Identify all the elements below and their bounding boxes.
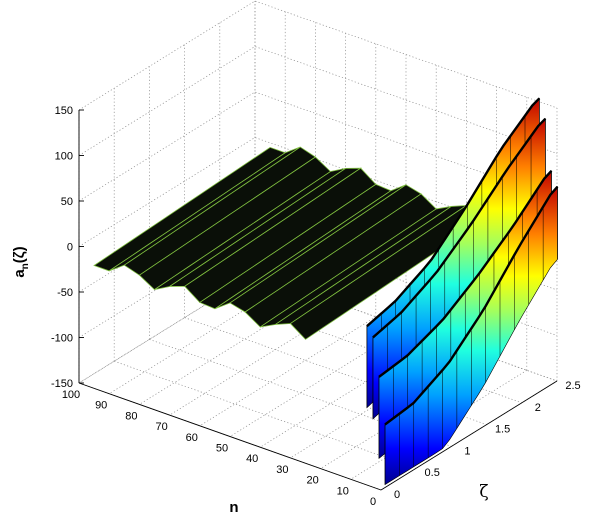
grid-line-z: [78, 91, 558, 202]
grid-line-zeta-floor: [114, 360, 417, 469]
surface-edge-curve: [384, 185, 559, 426]
z-tick-label: 50: [61, 196, 73, 208]
n-tick-label: 0: [370, 496, 376, 508]
n-tick-label: 40: [246, 453, 258, 465]
z-tick-labels: 150 100 50 0 -50 -100 -150: [51, 105, 73, 390]
grid-line-z: [78, 0, 558, 111]
surface-edge-curve: [372, 117, 547, 339]
n-tick-label: 90: [95, 400, 107, 412]
z-tick-label: 100: [55, 151, 73, 163]
n-tick-label: 100: [62, 389, 80, 401]
grid-line-n-floor: [199, 316, 376, 427]
n-tick-label: 50: [216, 443, 228, 455]
z-tick-label: 0: [67, 242, 73, 254]
n-tick-label: 20: [306, 475, 318, 487]
surface-edge-curve: [378, 170, 553, 378]
grid-line-zeta-floor: [184, 317, 487, 425]
zeta-tick-label: 2.5: [565, 380, 580, 392]
z-axis-label: an(ζ): [11, 246, 31, 277]
n-tick-label: 60: [186, 432, 198, 444]
n-tick-label: 70: [155, 421, 167, 433]
axes: [78, 109, 558, 491]
grid-line-zeta-floor: [149, 339, 452, 447]
z-tick-label: -150: [51, 378, 73, 390]
z-tick-label: -50: [57, 287, 73, 299]
n-tick-label: 80: [125, 410, 137, 422]
zeta-tick-label: 0: [394, 489, 400, 501]
grid-line-z: [78, 228, 558, 338]
zeta-tick-label: 1.5: [495, 424, 510, 436]
surface-edge-curve: [366, 97, 541, 328]
n-axis-line: [78, 382, 382, 491]
zeta-tick-labels: 0 0.5 1 1.5 2 2.5: [394, 380, 581, 501]
grid-line-z: [78, 46, 558, 156]
grid-line-n-floor: [350, 370, 527, 480]
zeta-axis-line: [380, 380, 558, 491]
n-tick-label: 30: [276, 464, 288, 476]
zeta-axis-label: ζ: [479, 482, 488, 502]
n-axis-label: n: [229, 499, 238, 516]
grid-line-z: [78, 273, 558, 384]
zeta-tick-label: 1: [464, 445, 470, 457]
grid-line-z: [78, 137, 558, 247]
z-tick-label: 150: [55, 105, 73, 117]
zeta-tick-label: 2: [535, 402, 541, 414]
z-tick-label: -100: [51, 333, 73, 345]
zeta-tick-label: 0.5: [425, 467, 440, 479]
n-tick-label: 10: [337, 485, 349, 497]
surface: [93, 97, 559, 486]
